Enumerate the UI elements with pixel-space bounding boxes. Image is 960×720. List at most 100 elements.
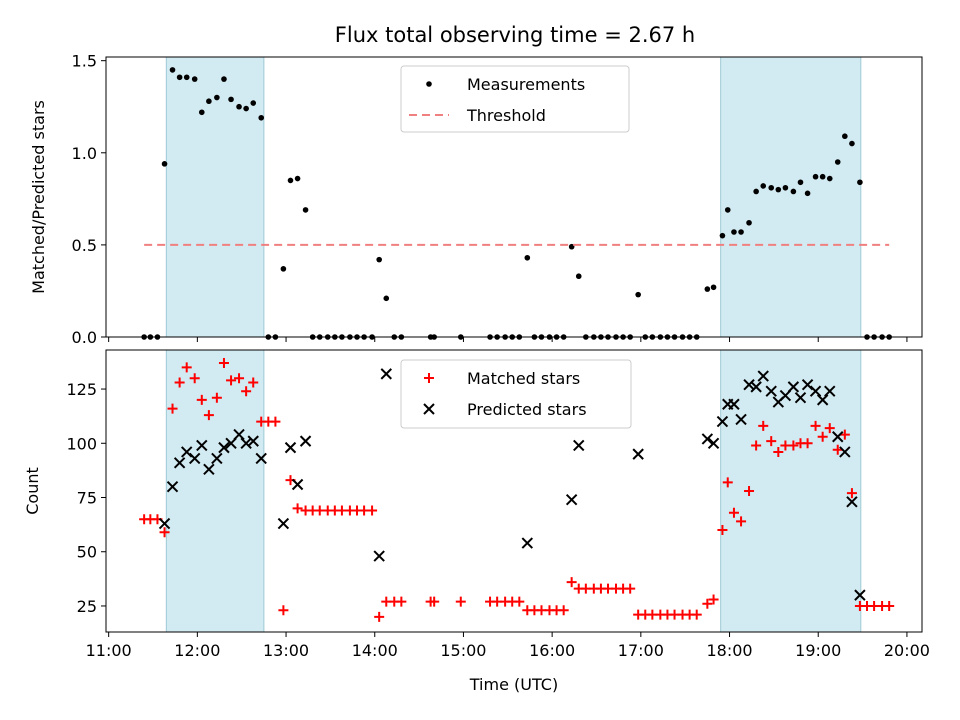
- data-point: [524, 254, 531, 261]
- data-point: [801, 379, 814, 391]
- data-point: [203, 410, 214, 421]
- axes-frame: [105, 56, 923, 338]
- data-point: [191, 76, 198, 82]
- x-tick-label: 11:00: [86, 641, 132, 660]
- data-point: [211, 392, 222, 403]
- data-point: [161, 161, 168, 167]
- data-point: [294, 175, 301, 182]
- data-point: [243, 105, 249, 112]
- data-point: [287, 177, 294, 184]
- y-tick-label: 100: [66, 434, 97, 453]
- data-point: [284, 441, 297, 454]
- data-point: [719, 232, 726, 239]
- y-tick-label: 0.0: [72, 328, 97, 347]
- x-tick-label: 14:00: [352, 641, 398, 660]
- data-point: [790, 188, 797, 195]
- data-point: [226, 375, 237, 386]
- data-point: [250, 100, 257, 106]
- data-point: [765, 385, 777, 397]
- data-point: [635, 291, 641, 298]
- data-point: [255, 452, 267, 465]
- data-point: [278, 605, 289, 616]
- y-tick-label: 25: [77, 597, 97, 616]
- legend-marker: [426, 81, 432, 87]
- legend-label: Predicted stars: [467, 400, 587, 419]
- data-point: [173, 457, 186, 469]
- data-point: [691, 609, 702, 620]
- data-point: [731, 229, 737, 235]
- series-predicted-stars: [158, 368, 866, 601]
- shaded-interval: [720, 349, 862, 633]
- data-point: [757, 370, 769, 382]
- panel-ratio: 0.0 0.5 1.0 1.5 Matched/Predicted stars Measu…: [29, 52, 923, 347]
- data-point: [724, 207, 731, 213]
- data-point: [228, 96, 234, 103]
- x-axis-label: Time (UTC): [469, 675, 558, 694]
- x-tick-label: 18:00: [706, 641, 752, 660]
- y-tick-label: 1.5: [72, 52, 97, 71]
- y-axis-label: Count: [23, 467, 42, 515]
- data-point: [832, 444, 843, 455]
- data-point: [383, 295, 390, 302]
- data-point: [299, 435, 312, 447]
- data-point: [218, 441, 230, 454]
- data-point: [768, 184, 775, 191]
- data-point: [846, 496, 858, 508]
- x-tick-label: 17:00: [618, 641, 664, 660]
- data-point: [809, 385, 822, 397]
- data-point: [788, 440, 799, 451]
- data-point: [455, 596, 466, 607]
- data-point: [174, 377, 185, 388]
- data-point: [167, 403, 178, 414]
- data-point: [558, 605, 569, 616]
- series-measurements: [141, 67, 892, 340]
- y-axis-label: Matched/Predicted stars: [29, 100, 48, 294]
- data-point: [728, 398, 740, 410]
- data-point: [380, 368, 392, 380]
- data-point: [701, 433, 714, 445]
- legend-label: Measurements: [467, 75, 585, 94]
- data-point: [797, 179, 804, 186]
- data-point: [373, 550, 385, 562]
- data-point: [211, 452, 223, 465]
- data-point: [514, 596, 525, 607]
- data-point: [203, 463, 215, 476]
- data-point: [716, 415, 729, 428]
- data-point: [565, 493, 578, 506]
- data-point: [735, 413, 747, 426]
- x-tick-label: 15:00: [440, 641, 486, 660]
- data-point: [728, 507, 739, 518]
- data-point: [787, 381, 800, 393]
- data-point: [766, 436, 777, 447]
- data-point: [824, 423, 835, 434]
- data-point: [221, 76, 227, 82]
- data-point: [270, 416, 281, 427]
- data-point: [233, 428, 245, 441]
- data-point: [717, 525, 728, 536]
- data-point: [429, 596, 440, 607]
- data-point: [746, 219, 752, 226]
- data-point: [234, 373, 245, 384]
- data-point: [176, 74, 183, 81]
- data-point: [804, 190, 811, 197]
- x-tick-label: 12:00: [174, 641, 220, 660]
- data-point: [241, 386, 252, 397]
- data-point: [181, 446, 193, 458]
- data-point: [376, 256, 382, 263]
- chart-title: Flux total observing time = 2.67 h: [335, 23, 695, 47]
- legend-marker: [423, 403, 435, 415]
- data-point: [751, 440, 762, 451]
- data-point: [849, 140, 855, 147]
- data-point: [824, 385, 836, 397]
- data-point: [854, 589, 866, 601]
- data-point: [722, 477, 733, 488]
- data-point: [773, 446, 784, 457]
- data-point: [169, 67, 176, 73]
- data-point: [794, 392, 807, 404]
- shaded-interval: [165, 349, 265, 633]
- data-point: [704, 286, 711, 292]
- legend-box: [400, 65, 630, 133]
- legend-marker: [424, 373, 434, 383]
- data-point: [810, 420, 821, 431]
